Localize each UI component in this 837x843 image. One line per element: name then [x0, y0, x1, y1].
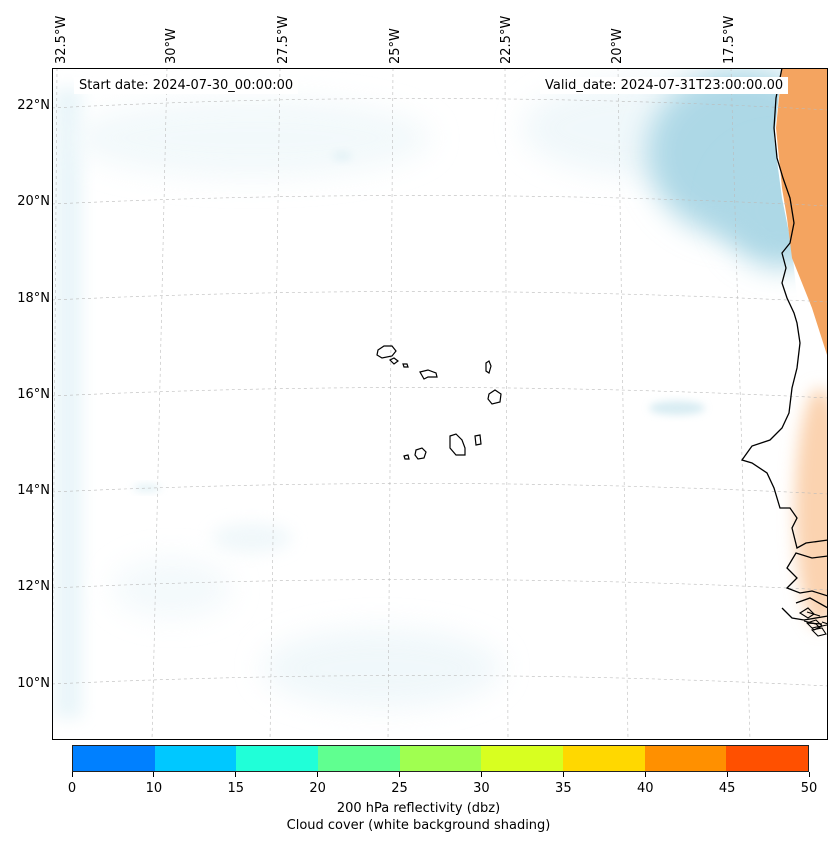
colorbar-segment-0 — [73, 746, 155, 771]
colorbar-tick-35 — [562, 772, 564, 777]
lat-label-10n: 10°N — [17, 676, 50, 691]
gridlines — [52, 68, 828, 740]
orange-coastal-shading — [795, 388, 828, 628]
lon-label-27-5w: 27.5°W — [276, 15, 291, 64]
colorbar-tick-label-50: 50 — [800, 781, 818, 796]
lon-label-25w: 25°W — [388, 28, 403, 64]
island-boa-vista — [487, 389, 502, 405]
orange-high-reflectivity — [776, 68, 828, 358]
island-brava — [403, 454, 410, 460]
colorbar-segment-8 — [726, 746, 809, 771]
colorbar-tick-label-20: 20 — [309, 781, 326, 796]
start-date-label: Start date: 2024-07-30_00:00:00 — [74, 77, 299, 94]
colorbar-tick-label-45: 45 — [718, 781, 736, 796]
coastline-africa — [740, 68, 828, 549]
colorbar-segment-7 — [644, 746, 727, 771]
lon-label-17-5w: 17.5°W — [722, 15, 737, 64]
coastline-guinea — [781, 552, 828, 625]
island-sao-nicolau — [419, 369, 438, 380]
colorbar-label-cloud-cover: Cloud cover (white background shading) — [286, 818, 551, 833]
island-fogo — [414, 447, 427, 460]
guinea-islands — [798, 607, 827, 637]
colorbar-tick-label-25: 25 — [391, 781, 408, 796]
island-santiago — [449, 433, 466, 456]
lat-label-14n: 14°N — [17, 483, 50, 498]
lat-label-22n: 22°N — [17, 98, 50, 113]
colorbar-tick-30 — [480, 772, 482, 777]
colorbar-segment-5 — [481, 746, 564, 771]
valid-date-label: Valid_date: 2024-07-31T23:00:00.00 — [540, 77, 789, 94]
island-santo-antao — [376, 345, 397, 359]
colorbar — [72, 745, 809, 772]
lon-label-22-5w: 22.5°W — [499, 15, 514, 64]
colorbar-tick-25 — [399, 772, 401, 777]
lat-label-16n: 16°N — [17, 387, 50, 402]
colorbar-segment-1 — [154, 746, 237, 771]
island-sal — [485, 360, 492, 374]
map-frame — [52, 68, 828, 740]
lon-label-30w: 30°W — [164, 28, 179, 64]
lat-label-12n: 12°N — [17, 579, 50, 594]
colorbar-tick-40 — [644, 772, 646, 777]
lon-label-20w: 20°W — [610, 28, 625, 64]
colorbar-label-reflectivity: 200 hPa reflectivity (dbz) — [336, 801, 501, 816]
lon-label-32-5w: 32.5°W — [54, 15, 69, 64]
colorbar-tick-label-0: 0 — [67, 781, 77, 796]
colorbar-tick-label-40: 40 — [636, 781, 654, 796]
lat-label-20n: 20°N — [17, 194, 50, 209]
colorbar-segment-4 — [399, 746, 482, 771]
colorbar-tick-10 — [153, 772, 155, 777]
lat-label-18n: 18°N — [17, 291, 50, 306]
colorbar-tick-15 — [235, 772, 237, 777]
colorbar-tick-label-30: 30 — [473, 781, 490, 796]
island-sao-vicente — [388, 357, 399, 365]
colorbar-segment-6 — [563, 746, 645, 771]
colorbar-tick-label-35: 35 — [555, 781, 572, 796]
island-maio — [474, 434, 482, 446]
colorbar-tick-20 — [317, 772, 319, 777]
colorbar-segment-3 — [318, 746, 400, 771]
colorbar-tick-45 — [726, 772, 728, 777]
colorbar-tick-50 — [808, 772, 810, 777]
map-canvas — [52, 68, 828, 740]
cape-verde-islands — [376, 345, 502, 460]
island-santa-luzia — [402, 363, 409, 368]
colorbar-tick-label-10: 10 — [145, 781, 163, 796]
colorbar-segment-2 — [236, 746, 319, 771]
colorbar-tick-label-15: 15 — [227, 781, 245, 796]
colorbar-tick-0 — [71, 772, 73, 777]
